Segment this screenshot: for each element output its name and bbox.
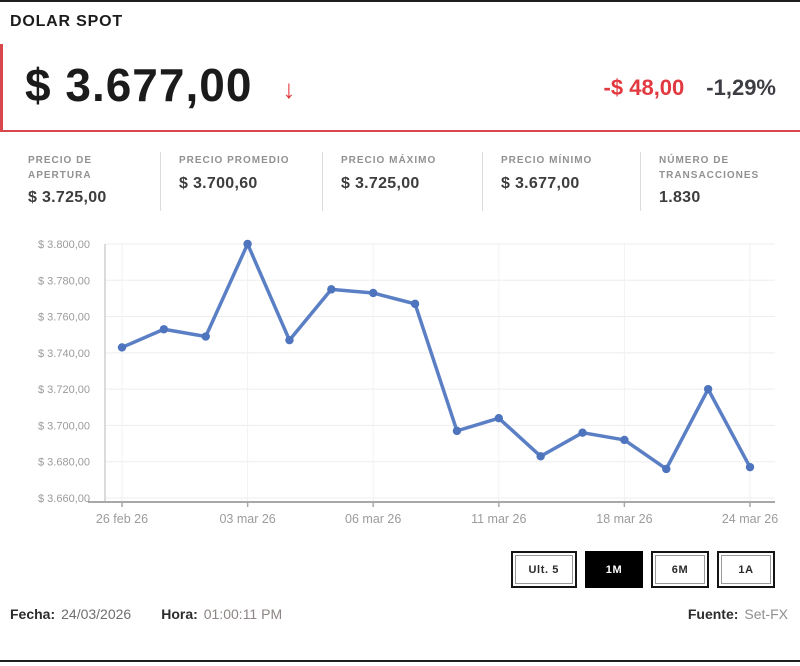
price-change-percent: -1,29%: [706, 75, 776, 100]
date-value: 24/03/2026: [61, 606, 132, 622]
data-point: [201, 332, 210, 341]
data-point: [703, 384, 713, 394]
page-title: DOLAR SPOT: [10, 13, 123, 30]
footer-left: Fecha: 24/03/2026 Hora: 01:00:11 PM: [10, 606, 282, 622]
stat-transactions: NÚMERO DE TRANSACCIONES 1.830: [640, 152, 790, 211]
stat-label: PRECIO MÍNIMO: [501, 155, 593, 166]
data-point: [243, 239, 252, 249]
source-value: Set-FX: [744, 606, 788, 622]
data-point: [662, 464, 671, 474]
range-button-1a[interactable]: 1A: [717, 551, 775, 588]
y-tick-label: $ 3.760,00: [38, 312, 90, 324]
data-point: [745, 462, 755, 472]
stat-value: $ 3.677,00: [501, 174, 580, 192]
source-label: Fuente:: [687, 606, 739, 622]
y-tick-label: $ 3.800,00: [38, 239, 90, 251]
change-group: -$ 48,00 -1,29%: [604, 69, 776, 101]
stat-average-price: PRECIO PROMEDIO $ 3.700,60: [160, 152, 322, 211]
x-tick-label: 18 mar 26: [596, 512, 652, 526]
y-tick-label: $ 3.720,00: [38, 384, 90, 396]
x-tick-label: 26 feb 26: [96, 512, 148, 526]
data-point: [578, 428, 587, 437]
data-point: [410, 299, 420, 309]
bottom-border: [0, 660, 800, 662]
data-point: [536, 452, 545, 461]
data-point: [327, 285, 336, 294]
y-tick-label: $ 3.780,00: [38, 275, 90, 287]
range-buttons: Ult. 5 1M 6M 1A: [0, 551, 800, 588]
stats-row: PRECIO DE APERTURA $ 3.725,00 PRECIO PRO…: [0, 152, 800, 211]
price-chart: 26 feb 26 03 mar 26 06 mar 26 11 mar 26 18 m…: [0, 225, 800, 537]
stat-value: 1.830: [659, 189, 701, 206]
footer-date: Fecha: 24/03/2026: [10, 606, 131, 622]
stat-label: PRECIO DE APERTURA: [28, 155, 93, 181]
price-change-value: -$ 48,00: [603, 75, 685, 100]
x-tick-label: 03 mar 26: [219, 512, 275, 526]
x-tick-label: 06 mar 26: [345, 512, 401, 526]
date-label: Fecha:: [10, 606, 56, 622]
stat-value: $ 3.725,00: [28, 189, 107, 206]
arrow-down-icon: ↓: [282, 74, 296, 104]
data-point: [285, 335, 294, 345]
stat-opening-price: PRECIO DE APERTURA $ 3.725,00: [10, 152, 160, 211]
x-tick-label: 24 mar 26: [722, 512, 778, 526]
stat-label: PRECIO PROMEDIO: [179, 155, 290, 166]
price-chart-svg: 26 feb 26 03 mar 26 06 mar 26 11 mar 26 18 m…: [38, 239, 778, 526]
data-point: [369, 288, 378, 298]
stat-max-price: PRECIO MÁXIMO $ 3.725,00: [322, 152, 482, 211]
data-point: [159, 325, 169, 334]
footer: Fecha: 24/03/2026 Hora: 01:00:11 PM Fuen…: [0, 606, 800, 622]
y-tick-label: $ 3.660,00: [38, 493, 90, 505]
stat-value: $ 3.725,00: [341, 174, 420, 192]
y-tick-label: $ 3.700,00: [38, 420, 90, 432]
price-panel: $ 3.677,00 ↓ -$ 48,00 -1,29%: [0, 44, 800, 132]
data-point: [494, 413, 503, 423]
data-point: [452, 426, 462, 436]
x-tick-label: 11 mar 26: [471, 512, 526, 526]
stat-label: NÚMERO DE TRANSACCIONES: [659, 155, 760, 181]
range-button-6m[interactable]: 6M: [651, 551, 709, 588]
stat-value: $ 3.700,60: [179, 174, 258, 192]
data-point: [620, 435, 629, 445]
footer-source: Fuente: Set-FX: [688, 606, 788, 622]
stat-min-price: PRECIO MÍNIMO $ 3.677,00: [482, 152, 640, 211]
current-price: $ 3.677,00: [25, 59, 253, 111]
y-tick-label: $ 3.740,00: [38, 348, 90, 360]
range-button-1m[interactable]: 1M: [585, 551, 643, 588]
range-button-ult5[interactable]: Ult. 5: [510, 551, 577, 588]
time-label: Hora:: [161, 606, 198, 622]
data-point: [117, 343, 127, 352]
stat-label: PRECIO MÁXIMO: [341, 155, 437, 166]
chart-line: [120, 242, 752, 471]
price-group: $ 3.677,00 ↓: [25, 58, 295, 112]
time-value: 01:00:11 PM: [203, 606, 283, 622]
y-tick-label: $ 3.680,00: [38, 457, 90, 469]
footer-time: Hora: 01:00:11 PM: [161, 606, 282, 622]
